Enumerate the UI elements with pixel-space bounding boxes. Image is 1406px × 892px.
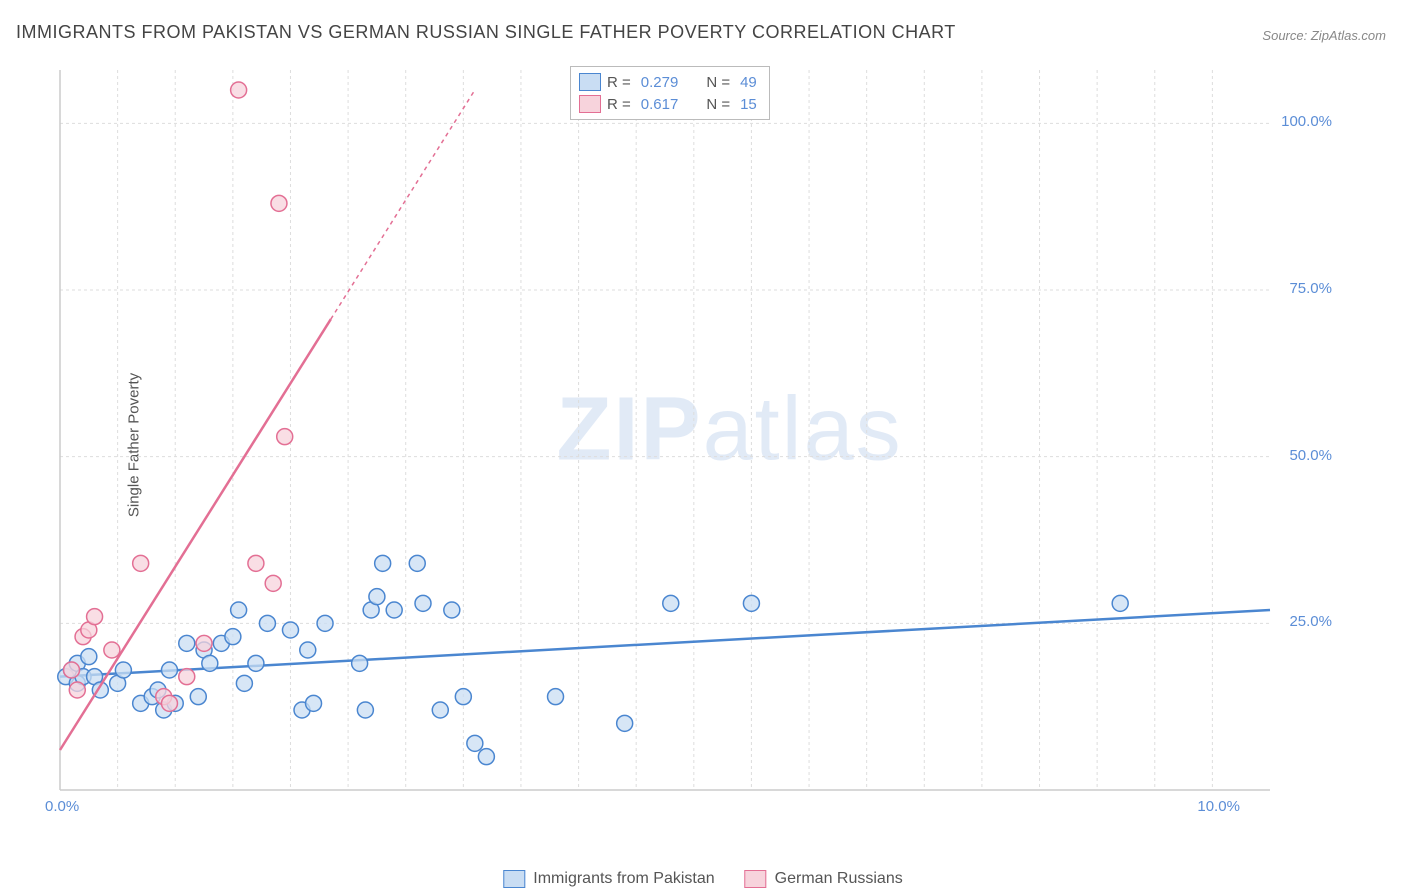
legend-swatch <box>503 870 525 888</box>
legend-stats-box: R = 0.279 N = 49 R = 0.617 N = 15 <box>570 66 770 120</box>
y-tick-label: 50.0% <box>1289 447 1332 464</box>
legend-n-label: N = <box>706 96 730 113</box>
y-tick-label: 25.0% <box>1289 613 1332 630</box>
legend-item: Immigrants from Pakistan <box>503 870 714 888</box>
legend-bottom: Immigrants from Pakistan German Russians <box>503 870 902 888</box>
source-attribution: Source: ZipAtlas.com <box>1262 28 1386 43</box>
legend-series-label: German Russians <box>775 870 903 888</box>
plot-area: Single Father Poverty ZIPatlas R =0.279N… <box>50 60 1340 830</box>
y-tick-label: 75.0% <box>1289 280 1332 297</box>
legend-stats-row: R = 0.279 N = 49 <box>579 71 761 93</box>
legend-n-value: 15 <box>740 96 757 113</box>
legend-r-label: R = <box>607 96 631 113</box>
legend-stats-row: R = 0.617 N = 15 <box>579 93 761 115</box>
legend-r-value: 0.279 <box>641 74 679 91</box>
y-tick-label: 100.0% <box>1281 113 1332 130</box>
legend-swatch <box>579 95 601 113</box>
source-label: Source: <box>1262 28 1307 43</box>
legend-series-label: Immigrants from Pakistan <box>533 870 714 888</box>
legend-item: German Russians <box>745 870 903 888</box>
x-tick-label: 0.0% <box>45 798 79 815</box>
legend-swatch <box>579 73 601 91</box>
chart-svg <box>50 60 1340 830</box>
source-value: ZipAtlas.com <box>1311 28 1386 43</box>
legend-swatch <box>745 870 767 888</box>
legend-n-label: N = <box>706 74 730 91</box>
x-tick-label: 10.0% <box>1197 798 1240 815</box>
legend-r-value: 0.617 <box>641 96 679 113</box>
chart-title: IMMIGRANTS FROM PAKISTAN VS GERMAN RUSSI… <box>16 22 956 43</box>
legend-n-value: 49 <box>740 74 757 91</box>
legend-r-label: R = <box>607 74 631 91</box>
